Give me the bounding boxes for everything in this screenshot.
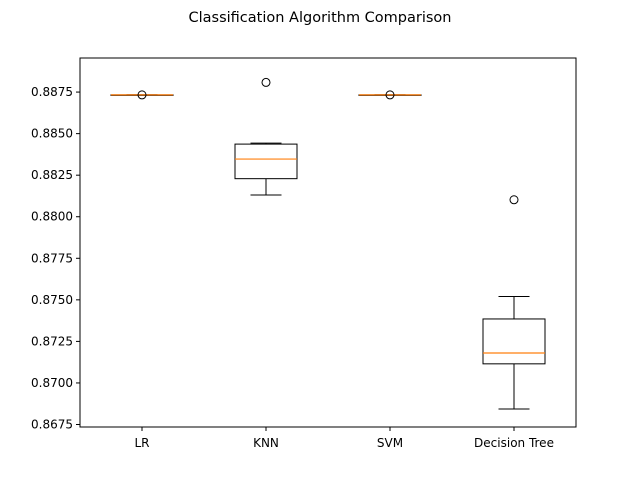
y-tick-label: 0.8700 bbox=[31, 376, 73, 390]
y-tick-label: 0.8675 bbox=[31, 418, 73, 432]
box-svm bbox=[358, 90, 422, 100]
y-tick-label: 0.8825 bbox=[31, 168, 73, 182]
outlier-point bbox=[385, 90, 395, 100]
box-lr bbox=[110, 90, 174, 100]
y-tick-label: 0.8800 bbox=[31, 210, 73, 224]
outlier-point bbox=[137, 90, 147, 100]
x-tick-label: Decision Tree bbox=[474, 436, 554, 450]
outlier-point bbox=[509, 195, 519, 205]
y-axis: 0.8675 0.8700 0.8725 0.8750 0.8775 0.8800 0.88… bbox=[31, 85, 80, 432]
x-tick-label: SVM bbox=[377, 436, 403, 450]
outlier-point bbox=[261, 77, 271, 87]
chart-title: Classification Algorithm Comparison bbox=[189, 10, 452, 26]
x-tick-label: LR bbox=[134, 436, 149, 450]
y-tick-label: 0.8750 bbox=[31, 293, 73, 307]
plot-area-frame bbox=[79, 57, 577, 428]
interquartile-box bbox=[234, 143, 298, 180]
x-axis: LR KNN SVM Decision Tree bbox=[134, 427, 554, 450]
y-tick-label: 0.8875 bbox=[31, 85, 73, 99]
box-knn bbox=[234, 77, 298, 196]
y-tick-label: 0.8775 bbox=[31, 251, 73, 265]
x-tick-label: KNN bbox=[253, 436, 279, 450]
y-tick-label: 0.8850 bbox=[31, 127, 73, 141]
box-series bbox=[110, 77, 546, 410]
y-tick-label: 0.8725 bbox=[31, 334, 73, 348]
interquartile-box bbox=[482, 318, 546, 365]
box-decision-tree bbox=[482, 195, 546, 410]
